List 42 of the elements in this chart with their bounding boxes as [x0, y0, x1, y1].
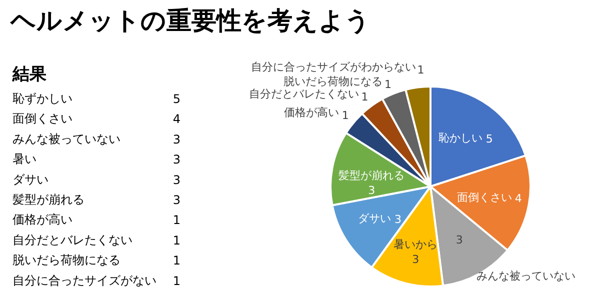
text: 5	[172, 92, 181, 106]
text: 1	[172, 274, 181, 288]
slice-label: みんな被っていない	[476, 270, 576, 283]
text: 結果	[12, 64, 48, 84]
slice-label: 自分だとバレたくない	[249, 88, 360, 101]
slice-label: 面倒くさい	[456, 191, 512, 204]
text: 4	[172, 112, 181, 126]
text: 3	[172, 193, 181, 207]
slice-label: 脱いだら荷物になる	[283, 74, 382, 88]
text: 3	[172, 152, 181, 167]
data-label: 3	[412, 253, 420, 266]
text: 暑い	[12, 152, 36, 166]
slice-label: 暑いから	[394, 238, 438, 252]
text: 恥ずかしい	[12, 92, 72, 106]
text: 1	[172, 233, 181, 248]
slice-label: 自分に合ったサイズがわからない	[251, 60, 416, 74]
text: 面倒くさい	[12, 112, 72, 126]
chart-title: ヘルメットの重要性を考えよう	[10, 6, 370, 35]
slice-label: 価格が高い	[284, 106, 339, 119]
text: 髪型が崩れる	[12, 192, 84, 206]
text: みんな被っていない	[12, 132, 120, 146]
text: 1	[172, 254, 181, 268]
slice-label: 髪型が崩れる	[338, 168, 405, 182]
slice-label: 恥かしい	[438, 131, 483, 144]
text: 価格が高い	[12, 212, 72, 227]
data-label: 1	[342, 108, 349, 122]
text: 自分に合ったサイズがない	[12, 273, 156, 288]
text: 1	[172, 213, 181, 228]
data-label: 1	[417, 63, 424, 76]
data-label: 1	[384, 78, 392, 91]
data-label: 3	[394, 213, 402, 226]
text: ダサい	[12, 172, 48, 186]
text: 脱いだら荷物になる	[12, 253, 120, 268]
text: 自分だとバレたくない	[12, 232, 132, 247]
slice-label: ダサい	[358, 212, 392, 226]
data-label: 5	[486, 132, 493, 146]
data-label: 3	[368, 184, 376, 197]
text: 3	[172, 132, 181, 146]
data-label: 3	[456, 234, 463, 247]
text: 3	[172, 172, 181, 187]
data-label: 1	[361, 90, 368, 104]
data-label: 4	[514, 192, 522, 206]
